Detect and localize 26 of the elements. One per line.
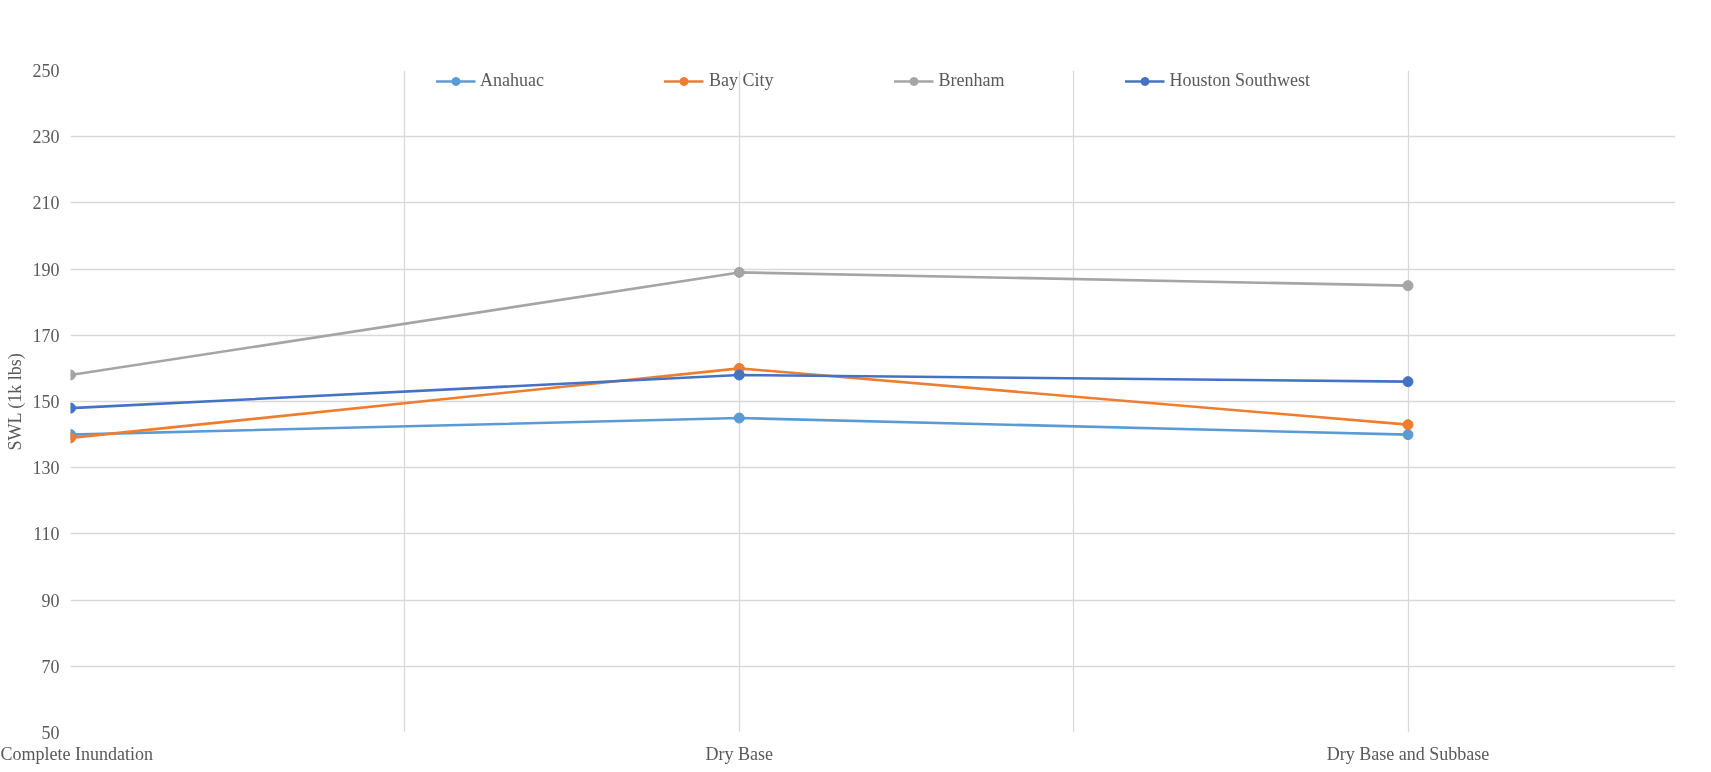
y-tick-label: 150 <box>32 392 60 412</box>
y-tick-label: 50 <box>41 723 60 743</box>
y-tick-label: 250 <box>32 61 60 81</box>
y-tick-label: 110 <box>33 524 60 545</box>
legend-label: Bay City <box>708 70 774 91</box>
y-tick-label: 170 <box>32 325 60 346</box>
point <box>1402 419 1414 431</box>
y-tick-label: 210 <box>32 193 60 214</box>
legend-label: Houston Southwest <box>1169 70 1310 91</box>
x-tick-label: Dry Base <box>705 743 773 764</box>
point <box>1402 280 1414 292</box>
y-tick-label: 70 <box>41 656 60 677</box>
point <box>1402 376 1414 388</box>
legend-label: Anahuac <box>480 70 544 91</box>
y-tick-label: 90 <box>41 590 60 611</box>
y-tick-label: 190 <box>32 259 60 280</box>
y-tick-label: 230 <box>32 127 60 148</box>
point <box>733 369 745 381</box>
y-axis-title: SWL (1k lbs) <box>4 353 26 451</box>
x-tick-label: Complete Inundation <box>0 743 153 764</box>
point <box>1402 429 1414 441</box>
y-tick-label: 130 <box>32 458 60 479</box>
point <box>733 412 745 424</box>
legend-label: Brenham <box>938 70 1005 91</box>
x-tick-label: Dry Base and Subbase <box>1326 743 1490 764</box>
point <box>733 266 745 278</box>
